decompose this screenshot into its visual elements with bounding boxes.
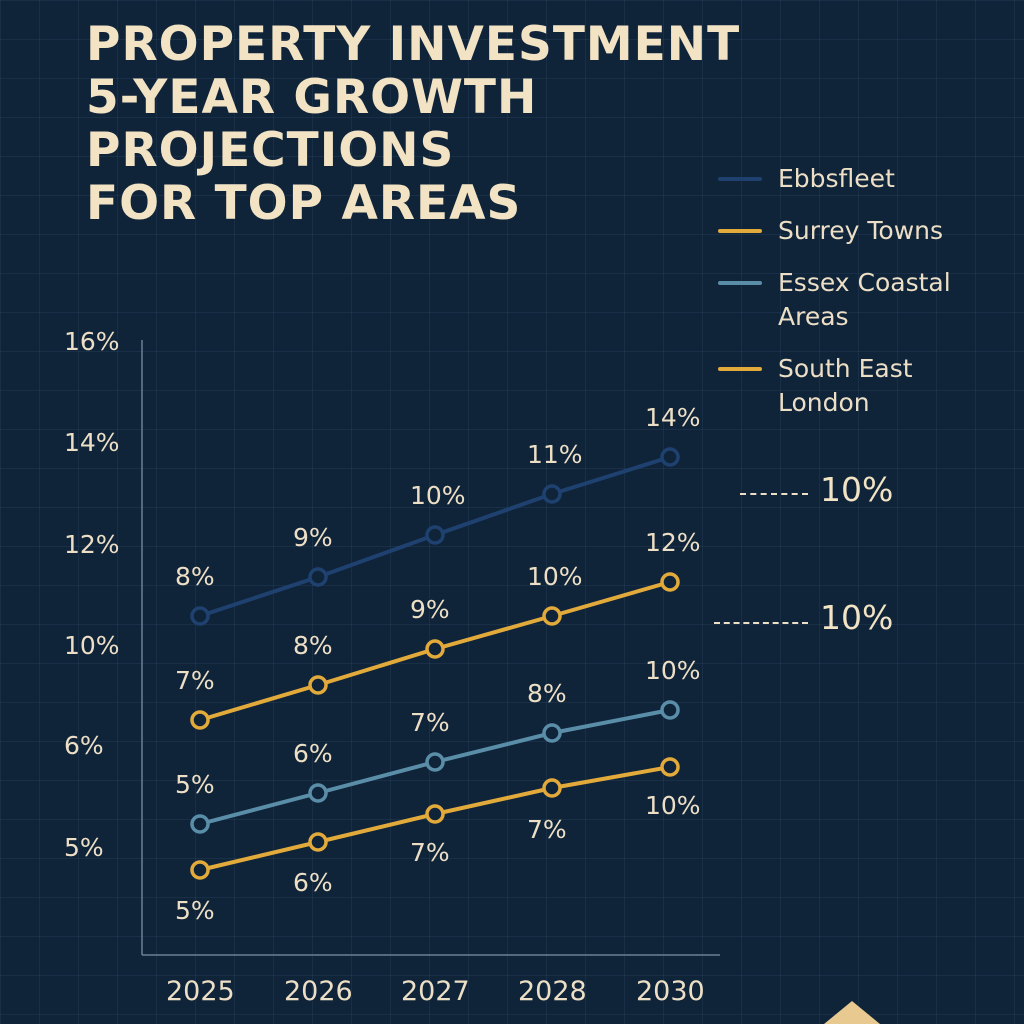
x-tick-label: 2028 (518, 976, 587, 1007)
legend: Ebbsfleet Surrey Towns Essex Coastal Are… (718, 162, 951, 438)
legend-swatch (718, 229, 762, 233)
data-label: 6% (293, 739, 333, 768)
data-label: 9% (293, 523, 333, 552)
data-label: 10% (410, 481, 466, 510)
legend-swatch (718, 177, 762, 181)
legend-item: Essex Coastal Areas (718, 266, 951, 334)
data-point (308, 675, 328, 695)
data-point (308, 567, 328, 587)
annotation-dash (740, 493, 808, 495)
data-point (190, 860, 210, 880)
data-label: 6% (293, 868, 333, 897)
x-tick-label: 2026 (284, 976, 353, 1007)
data-point (425, 804, 445, 824)
y-tick-label: 14% (64, 428, 120, 457)
annotation-label: 10% (820, 598, 894, 637)
data-point (308, 783, 328, 803)
legend-swatch (718, 367, 762, 371)
data-label: 8% (527, 679, 567, 708)
data-label: 9% (410, 595, 450, 624)
chart-title: PROPERTY INVESTMENT 5-YEAR GROWTH PROJEC… (86, 17, 741, 232)
data-label: 14% (645, 403, 701, 432)
x-tick-label: 2030 (636, 976, 705, 1007)
legend-label: Ebbsfleet (778, 164, 895, 193)
data-label: 7% (410, 708, 450, 737)
data-label: 7% (527, 815, 567, 844)
data-label: 8% (175, 562, 215, 591)
legend-label: Surrey Towns (778, 216, 944, 245)
legend-label: South East London (778, 354, 913, 417)
legend-item: Ebbsfleet (718, 162, 951, 196)
data-point (660, 700, 680, 720)
data-point (660, 757, 680, 777)
data-point (542, 778, 562, 798)
data-point (660, 447, 680, 467)
data-label: 10% (645, 656, 701, 685)
legend-swatch (718, 281, 762, 285)
x-tick-label: 2027 (401, 976, 470, 1007)
y-tick-label: 12% (64, 530, 120, 559)
data-label: 10% (527, 562, 583, 591)
data-label: 5% (175, 896, 215, 925)
data-label: 12% (645, 528, 701, 557)
x-tick-label: 2025 (166, 976, 235, 1007)
data-point (542, 606, 562, 626)
data-label: 7% (175, 666, 215, 695)
title-line: FOR TOP AREAS (86, 176, 522, 232)
data-label: 10% (645, 791, 701, 820)
y-tick-label: 16% (64, 327, 120, 356)
y-tick-label: 5% (64, 833, 104, 862)
annotation-label: 10% (820, 470, 894, 509)
data-point (190, 710, 210, 730)
data-point (190, 606, 210, 626)
y-tick-label: 10% (64, 631, 120, 660)
data-label: 5% (175, 770, 215, 799)
data-point (660, 572, 680, 592)
data-point (308, 832, 328, 852)
data-point (425, 525, 445, 545)
data-point (190, 814, 210, 834)
data-label: 7% (410, 838, 450, 867)
data-label: 8% (293, 631, 333, 660)
y-tick-label: 6% (64, 731, 104, 760)
legend-item: South East London (718, 352, 951, 420)
title-line: PROPERTY INVESTMENT (86, 17, 741, 72)
data-point (425, 639, 445, 659)
data-point (542, 484, 562, 504)
legend-item: Surrey Towns (718, 214, 951, 248)
triangle-marker (824, 1001, 880, 1024)
legend-label: Essex Coastal Areas (778, 268, 951, 331)
data-point (425, 752, 445, 772)
title-line: 5-YEAR GROWTH (86, 70, 538, 126)
data-point (542, 723, 562, 743)
title-line: PROJECTIONS (86, 123, 455, 179)
data-label: 11% (527, 440, 583, 469)
annotation-dash (714, 622, 808, 624)
